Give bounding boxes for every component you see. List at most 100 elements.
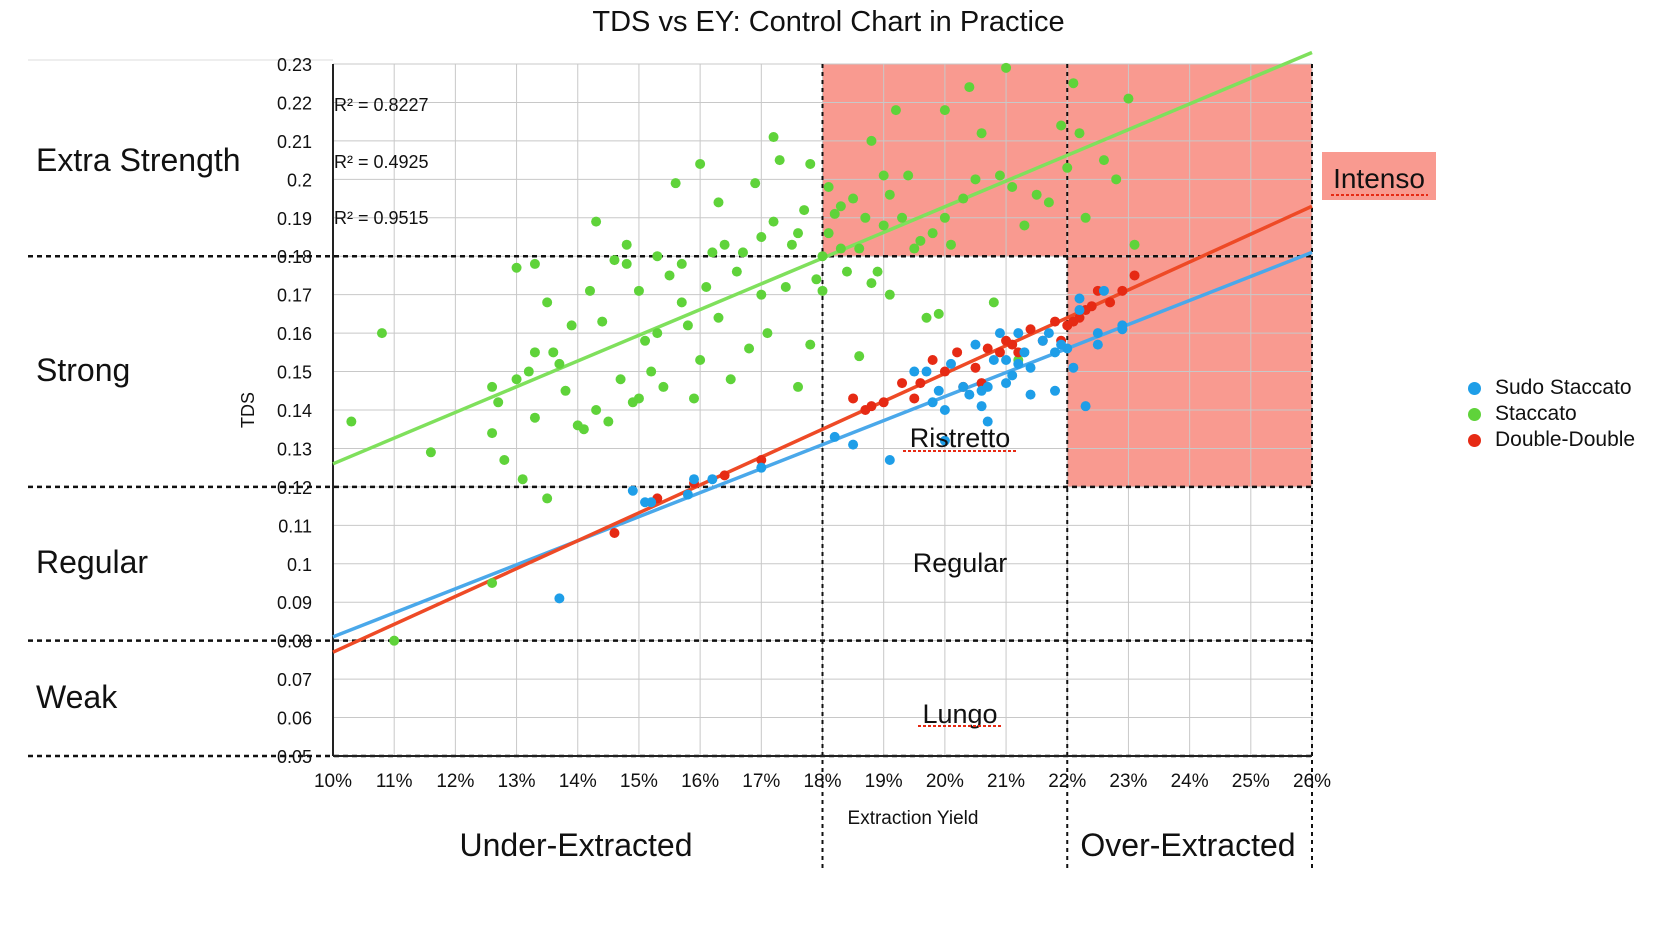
legend-item-double-double: Double-Double — [1468, 427, 1635, 453]
data-point — [658, 381, 669, 392]
data-point — [939, 105, 950, 116]
data-point — [609, 255, 620, 266]
data-point — [1068, 78, 1079, 89]
data-point — [591, 216, 602, 227]
data-point — [939, 366, 950, 377]
data-point — [346, 416, 357, 427]
trendline-sudo-staccato — [332, 250, 1313, 639]
y-tick-label: 0.12 — [277, 478, 312, 498]
data-point — [982, 416, 993, 427]
strength-label: Strong — [36, 352, 130, 388]
data-point — [487, 428, 498, 439]
data-point — [835, 201, 846, 212]
data-point — [1007, 370, 1018, 381]
data-point — [1007, 339, 1018, 350]
y-tick-label: 0.07 — [277, 670, 312, 690]
y-tick-label: 0.17 — [277, 286, 312, 306]
data-point — [1129, 270, 1140, 281]
y-tick-label: 0.14 — [277, 401, 312, 421]
data-point — [1043, 328, 1054, 339]
x-tick-label: 20% — [926, 771, 964, 792]
data-point — [909, 366, 920, 377]
data-point — [376, 328, 387, 339]
data-point — [829, 208, 840, 219]
data-point — [774, 155, 785, 166]
data-point — [487, 381, 498, 392]
data-point — [1056, 120, 1067, 131]
data-point — [548, 347, 559, 358]
y-tick-label: 0.1 — [287, 555, 312, 575]
data-point — [1050, 385, 1061, 396]
data-point — [927, 228, 938, 239]
data-point — [854, 243, 865, 254]
zone-label: Intenso — [1333, 163, 1425, 194]
data-point — [897, 212, 908, 223]
data-point — [933, 385, 944, 396]
data-point — [848, 439, 859, 450]
data-point — [1111, 174, 1122, 185]
data-point — [994, 347, 1005, 358]
data-point — [719, 470, 730, 481]
y-tick-label: 0.11 — [278, 516, 312, 536]
x-tick-label: 22% — [1048, 771, 1086, 792]
x-tick-label: 12% — [436, 771, 474, 792]
data-point — [682, 320, 693, 331]
data-point — [389, 635, 400, 646]
extraction-label: Under-Extracted — [460, 827, 693, 863]
data-point — [615, 374, 626, 385]
r-squared-label: R² = 0.9515 — [334, 208, 429, 228]
data-point — [633, 285, 644, 296]
x-tick-label: 10% — [314, 771, 352, 792]
data-point — [487, 578, 498, 588]
data-point — [621, 239, 632, 250]
x-tick-label: 19% — [865, 771, 903, 792]
data-point — [958, 193, 969, 204]
data-point — [860, 212, 871, 223]
data-point — [762, 328, 773, 339]
data-point — [1050, 316, 1061, 327]
trendline-double-double — [332, 204, 1313, 654]
data-point — [1105, 297, 1116, 308]
data-point — [921, 366, 932, 377]
data-point — [695, 158, 706, 169]
data-point — [713, 312, 724, 323]
legend-label: Sudo Staccato — [1495, 376, 1632, 399]
y-tick-label: 0.2 — [287, 170, 312, 190]
label-layer: R² = 0.8227 R² = 0.4925 R² = 0.9515 Extra S… — [36, 95, 1436, 863]
data-point — [603, 416, 614, 427]
data-point — [1092, 339, 1103, 350]
data-point — [1001, 355, 1012, 366]
x-tick-label: 23% — [1109, 771, 1147, 792]
data-point — [499, 454, 510, 465]
data-point — [670, 178, 681, 189]
data-point — [695, 355, 706, 366]
x-tick-label: 21% — [987, 771, 1025, 792]
legend-item-sudo-staccato: Sudo Staccato — [1468, 375, 1635, 401]
x-tick-label: 13% — [498, 771, 536, 792]
data-point — [854, 351, 865, 362]
data-point — [805, 158, 816, 169]
y-tick-label: 0.23 — [277, 55, 312, 75]
data-point — [939, 435, 950, 446]
data-point — [1007, 182, 1018, 193]
data-point — [768, 216, 779, 227]
data-point — [884, 454, 895, 465]
legend-swatch — [1468, 433, 1481, 447]
data-point — [646, 497, 657, 508]
data-point — [1001, 378, 1012, 389]
data-point — [786, 239, 797, 250]
data-point — [915, 235, 926, 246]
data-point — [737, 247, 748, 258]
data-point — [1025, 324, 1036, 335]
y-tick-label: 0.19 — [277, 209, 312, 229]
data-point — [652, 328, 663, 339]
data-point — [1080, 212, 1091, 223]
data-point — [621, 258, 632, 269]
data-point — [927, 355, 938, 366]
data-point — [982, 381, 993, 392]
data-point — [1062, 162, 1073, 173]
y-tick-label: 0.18 — [277, 247, 312, 267]
legend-label: Staccato — [1495, 402, 1577, 425]
data-point — [664, 270, 675, 281]
data-point — [970, 362, 981, 373]
